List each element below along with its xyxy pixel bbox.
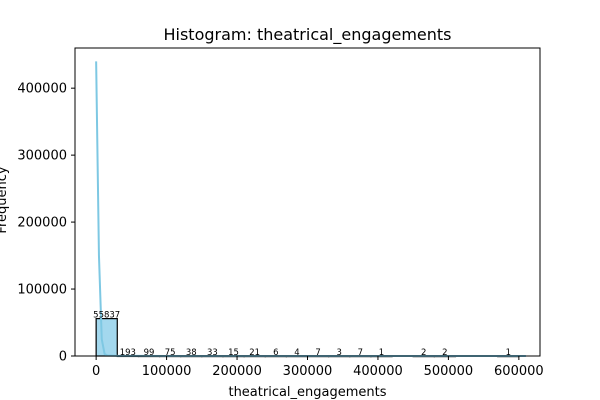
y-axis-label: Frequency [0, 166, 10, 233]
y-tick-label: 200000 [17, 216, 67, 231]
bar-data-label: 193 [120, 348, 136, 358]
bar-data-label: 33 [207, 348, 218, 358]
bar-data-label: 21 [249, 348, 260, 358]
x-axis-label: theatrical_engagements [228, 385, 386, 400]
y-tick-label: 0 [59, 350, 67, 365]
bar-data-label: 75 [165, 348, 176, 358]
x-tick-label: 0 [92, 364, 100, 379]
kde-line [95, 61, 526, 357]
bar-data-label: 38 [186, 348, 197, 358]
bar-data-label: 1 [379, 348, 384, 358]
bar-data-label: 1 [506, 348, 511, 358]
x-tick-label: 500000 [424, 364, 474, 379]
x-tick-label: 100000 [142, 364, 192, 379]
x-tick-label: 200000 [212, 364, 262, 379]
x-tick-label: 600000 [494, 364, 544, 379]
bar-data-label: 55837 [93, 311, 120, 321]
y-tick-label: 100000 [17, 283, 67, 298]
bar-data-label: 15 [228, 348, 239, 358]
y-tick-label: 300000 [17, 149, 67, 164]
bar-data-label: 7 [315, 348, 320, 358]
histogram-bar [95, 318, 118, 357]
bar-data-label: 4 [294, 348, 299, 358]
bar-data-label: 99 [144, 348, 155, 358]
bar-data-label: 6 [273, 348, 278, 358]
x-tick-label: 300000 [283, 364, 333, 379]
bar-data-label: 2 [421, 348, 426, 358]
bar-data-label: 3 [336, 348, 341, 358]
y-tick-label: 400000 [17, 82, 67, 97]
bar-data-label: 7 [358, 348, 363, 358]
bar-data-label: 2 [442, 348, 447, 358]
x-tick-label: 400000 [353, 364, 403, 379]
chart-title: Histogram: theatrical_engagements [163, 25, 451, 45]
axes-frame [74, 47, 541, 357]
